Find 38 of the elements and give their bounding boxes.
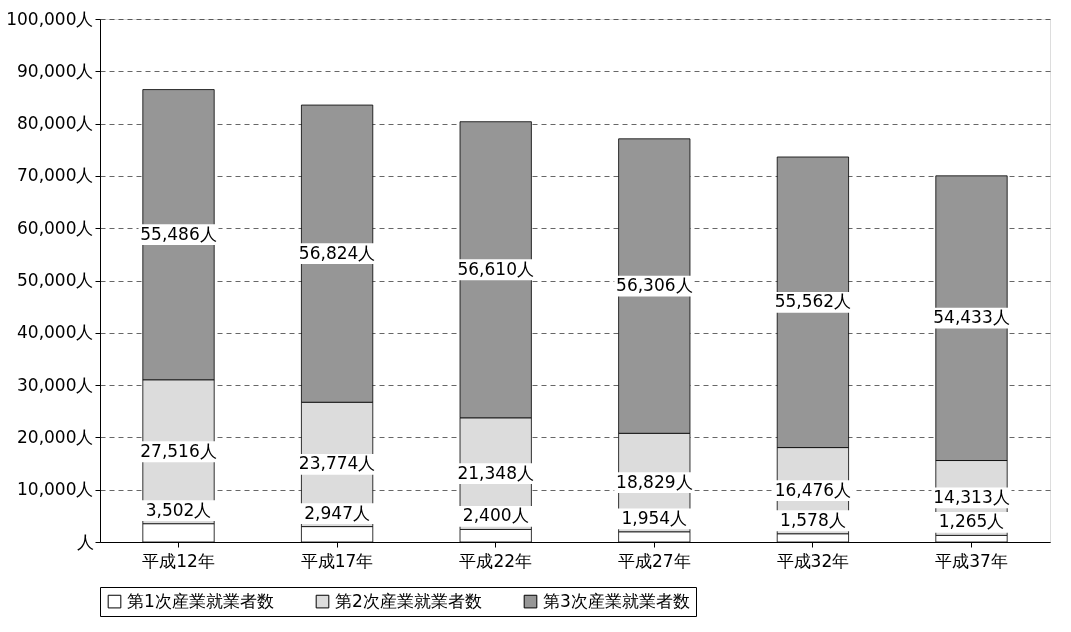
y-tick-label: 100,000人: [6, 8, 94, 29]
data-label: 3,502人: [145, 499, 212, 520]
y-tick-label: 30,000人: [17, 374, 94, 395]
data-label: 56,824人: [298, 242, 376, 263]
y-tick-label: 人: [76, 531, 94, 552]
data-label: 18,829人: [616, 471, 693, 492]
y-tick-label: 40,000人: [17, 322, 94, 343]
data-label: 14,313人: [933, 486, 1010, 507]
data-label: 23,774人: [298, 453, 376, 474]
y-tick-label: 60,000人: [17, 217, 94, 238]
data-label: 55,562人: [774, 291, 852, 312]
y-tick-label: 10,000人: [17, 479, 94, 500]
y-tick-label: 50,000人: [17, 270, 94, 290]
y-tick-label: 80,000人: [17, 113, 94, 134]
data-label: 1,265人: [938, 511, 1005, 532]
legend-label: 第3次産業就業者数: [543, 590, 690, 611]
data-label: 1,954人: [621, 507, 688, 528]
data-label: 21,348人: [457, 462, 534, 483]
x-tick-label: 平成12年: [142, 550, 215, 571]
data-label: 27,516人: [140, 440, 217, 461]
data-label: 54,433人: [933, 307, 1010, 328]
y-tick-label: 90,000人: [17, 60, 94, 81]
y-tick-label: 20,000人: [17, 426, 94, 447]
x-tick-label: 平成27年: [617, 550, 691, 571]
x-tick-label: 平成22年: [459, 550, 533, 571]
data-label: 1,578人: [780, 509, 846, 530]
data-label: 2,400人: [462, 505, 529, 526]
data-label: 16,476人: [774, 479, 852, 500]
legend-label: 第2次産業就業者数: [335, 590, 482, 611]
data-label: 2,947人: [304, 502, 370, 523]
x-tick-label: 平成17年: [300, 550, 374, 571]
data-label: 56,610人: [457, 258, 534, 279]
data-label: 56,306人: [616, 275, 693, 296]
data-label: 55,486人: [140, 223, 217, 244]
legend-label: 第1次産業就業者数: [127, 590, 274, 611]
x-tick-label: 平成32年: [776, 550, 850, 571]
x-tick-label: 平成37年: [935, 550, 1008, 571]
y-tick-label: 70,000人: [17, 165, 94, 186]
